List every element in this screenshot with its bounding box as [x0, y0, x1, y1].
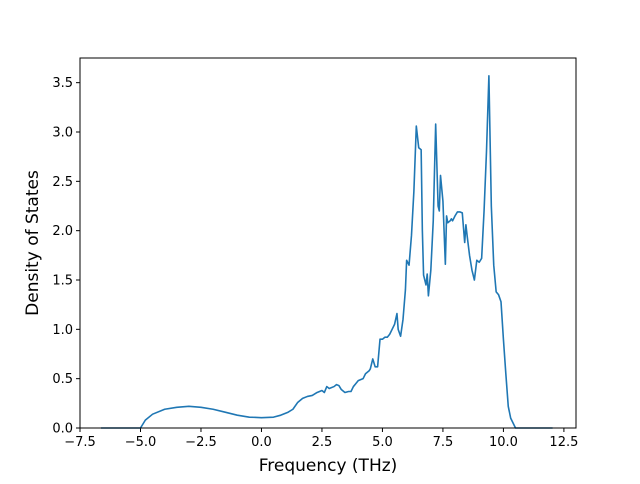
x-axis-label: Frequency (THz) — [259, 456, 398, 476]
y-tick-label: 1.0 — [52, 323, 73, 338]
y-tick-label: 3.0 — [52, 126, 73, 141]
y-tick-label: 0.5 — [52, 372, 73, 387]
y-tick-label: 0.0 — [52, 422, 73, 437]
y-tick-label: 2.5 — [52, 175, 73, 190]
x-tick-label: 2.5 — [312, 435, 333, 450]
y-ticks: 0.0 0.5 1.0 1.5 2.0 2.5 3.0 3.5 — [52, 76, 80, 437]
y-axis-label: Density of States — [23, 170, 43, 316]
x-tick-label: 12.5 — [549, 435, 578, 450]
y-tick-label: 3.5 — [52, 76, 73, 91]
plot-frame — [79, 57, 577, 429]
x-tick-label: −5.0 — [125, 435, 157, 450]
x-tick-label: −7.5 — [64, 435, 96, 450]
x-tick-label: −2.5 — [185, 435, 217, 450]
x-tick-label: 0.0 — [251, 435, 272, 450]
plot-area — [80, 58, 576, 428]
x-tick-label: 5.0 — [372, 435, 393, 450]
y-tick-label: 2.0 — [52, 224, 73, 239]
y-tick-label: 1.5 — [52, 274, 73, 289]
x-tick-label: 10.0 — [489, 435, 518, 450]
series-layer — [100, 74, 553, 429]
x-ticks: −7.5 −5.0 −2.5 0.0 2.5 5.0 7.5 10.0 12.5 — [64, 428, 578, 450]
dos-line — [100, 74, 553, 429]
x-tick-label: 7.5 — [433, 435, 454, 450]
